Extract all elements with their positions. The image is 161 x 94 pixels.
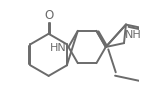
Text: NH: NH <box>125 30 141 41</box>
Text: HN: HN <box>50 43 67 53</box>
Text: O: O <box>44 8 53 22</box>
